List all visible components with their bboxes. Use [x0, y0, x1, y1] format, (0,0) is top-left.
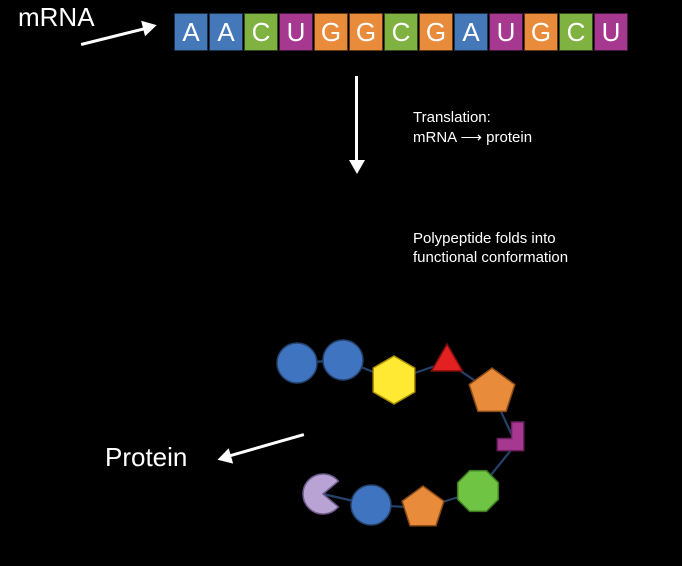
protein-chain-diagram	[0, 0, 682, 566]
